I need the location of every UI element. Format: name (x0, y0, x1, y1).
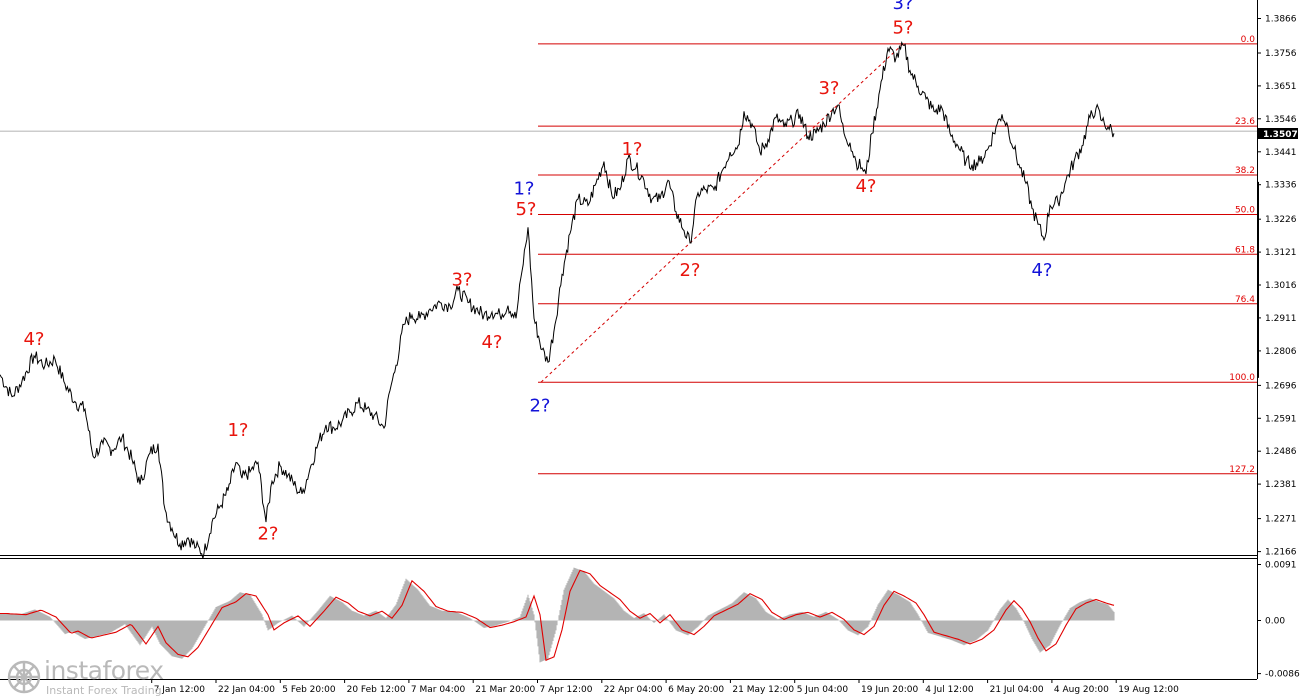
price-axis-label: 1.3756 (1265, 49, 1297, 59)
time-axis-label: 4 Jul 12:00 (925, 685, 974, 695)
price-axis-label: 1.2911 (1265, 314, 1297, 324)
chart-frame (0, 0, 1259, 680)
fib-level-label: 61.8 (1235, 245, 1255, 255)
current-price-tag-box (1258, 128, 1298, 139)
wave-label: 4? (1031, 260, 1052, 281)
time-axis-label: 7 Apr 12:00 (540, 685, 593, 695)
time-axis-label: 5 Feb 20:00 (282, 685, 336, 695)
wave-label: 4? (23, 329, 44, 350)
price-axis: 1.3866 1.3756 1.3651 1.3546 1.3441 1.3336 1.32… (1257, 15, 1297, 558)
oscillator-signal-line (0, 569, 1115, 662)
price-axis-label: 1.2166 (1265, 548, 1297, 558)
oscillator-panel (0, 567, 1115, 663)
time-axis-label: 19 Aug 12:00 (1118, 685, 1179, 695)
instaforex-logo (7, 660, 41, 694)
time-axis-label: 21 May 12:00 (732, 685, 794, 695)
fib-level-label: 23.6 (1235, 117, 1255, 127)
price-axis-label: 1.3651 (1265, 82, 1297, 92)
watermark-tagline: Instant Forex Trading (46, 684, 162, 697)
oscillator-histogram (0, 567, 1115, 663)
wave-labels: 4?1?2?3?4?1?5?2?1?2?3?4?3?5?4? (23, 0, 1052, 544)
price-axis-label: 1.3546 (1265, 115, 1297, 125)
wave-label: 3? (892, 0, 913, 14)
wave-label: 3? (818, 78, 839, 99)
price-axis-label: 1.3121 (1265, 248, 1297, 258)
oscillator-axis-label: 0.0091 (1265, 561, 1297, 571)
wave-label: 4? (481, 332, 502, 353)
price-series (0, 40, 1257, 559)
watermark-name: instaforex (44, 656, 164, 685)
price-axis-label: 1.2381 (1265, 480, 1297, 490)
wave-label: 1? (621, 139, 642, 160)
wave-label: 5? (515, 199, 536, 220)
oscillator-axis-label: 0.00 (1265, 617, 1285, 627)
fib-level-label: 100.0 (1229, 373, 1255, 383)
fib-level-label: 127.2 (1229, 465, 1255, 475)
time-axis: 22 Jan 04:00 5 Feb 20:00 20 Feb 12:00 7 Mar… (151, 679, 1179, 695)
price-axis-label: 1.3226 (1265, 215, 1297, 225)
trend-line (540, 43, 904, 383)
price-line (0, 40, 1115, 559)
time-axis-label: 19 Jun 20:00 (861, 685, 918, 695)
price-axis-label: 1.3441 (1265, 148, 1297, 158)
current-price-tag: 1.3507 (1258, 128, 1298, 140)
time-axis-label: 4 Aug 20:00 (1054, 685, 1109, 695)
time-axis-label: 5 Jun 04:00 (797, 685, 849, 695)
price-axis-label: 1.2806 (1265, 347, 1297, 357)
fibonacci-retracement[interactable]: 0.0 23.6 38.2 50.0 61.8 76.4 100.0 127.2 (538, 35, 1257, 475)
wave-label: 1? (513, 178, 534, 199)
time-axis-label: 22 Jan 04:00 (218, 685, 275, 695)
fib-level-label: 50.0 (1235, 206, 1255, 216)
price-axis-label: 1.3866 (1265, 15, 1297, 25)
time-axis-label: 21 Mar 20:00 (475, 685, 535, 695)
wave-label: 1? (227, 420, 248, 441)
fib-level-label: 38.2 (1235, 166, 1255, 176)
time-axis-label: 7 Mar 04:00 (411, 685, 466, 695)
trend-line-dashed (540, 43, 904, 383)
wave-label: 2? (679, 260, 700, 281)
logo-emblem-icon (7, 660, 41, 694)
wave-label: 5? (892, 18, 913, 39)
price-axis-label: 1.3336 (1265, 181, 1297, 191)
wave-label: 2? (257, 523, 278, 544)
wave-label: 2? (529, 396, 550, 417)
price-axis-label: 1.2696 (1265, 381, 1297, 391)
price-axis-label: 1.2486 (1265, 447, 1297, 457)
time-axis-label: 21 Jul 04:00 (990, 685, 1044, 695)
price-axis-label: 1.2271 (1265, 515, 1297, 525)
price-axis-label: 1.3016 (1265, 281, 1297, 291)
time-axis-label: 22 Apr 04:00 (604, 685, 663, 695)
price-axis-label: 1.2591 (1265, 414, 1297, 424)
current-price-tag-label: 1.3507 (1263, 130, 1298, 140)
fib-level-label: 76.4 (1235, 295, 1255, 305)
time-axis-label: 6 May 20:00 (668, 685, 724, 695)
wave-label: 4? (855, 176, 876, 197)
fib-level-label: 0.0 (1241, 35, 1256, 45)
wave-label: 3? (451, 269, 472, 290)
time-axis-label-partial: 7 Jan 12:00 (154, 685, 206, 695)
time-axis-label: 20 Feb 12:00 (347, 685, 406, 695)
